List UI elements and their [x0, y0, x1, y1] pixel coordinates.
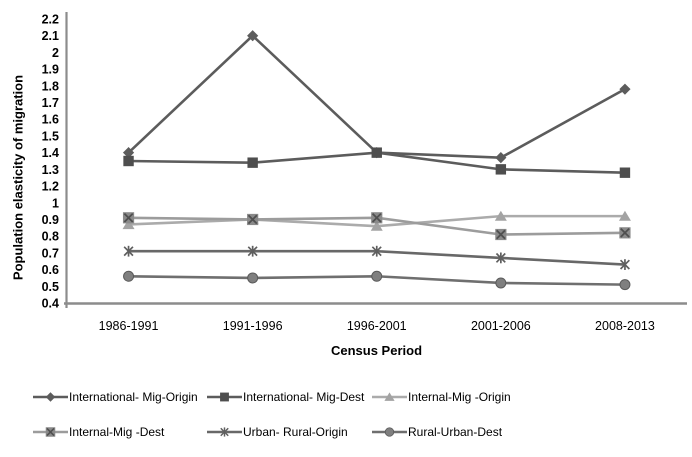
circle-marker-icon	[619, 279, 631, 291]
legend-label: Urban- Rural-Origin	[243, 425, 348, 439]
y-tick-label: 1	[52, 196, 59, 210]
triangle-marker-icon	[384, 392, 395, 401]
triangle-marker-icon	[122, 219, 135, 230]
y-tick-label: 1.9	[42, 63, 59, 77]
legend-item: International- Mig-Origin	[33, 389, 198, 405]
x-square-marker-icon	[45, 427, 56, 437]
y-tick-label: 2.2	[42, 13, 59, 27]
square-marker-icon	[220, 392, 229, 402]
circle-marker-icon	[123, 270, 135, 282]
legend-label: International- Mig-Origin	[69, 390, 198, 404]
diamond-marker-icon	[122, 147, 135, 159]
x-category-label: 1996-2001	[347, 319, 407, 333]
diamond-marker-icon	[247, 30, 259, 42]
legend-label: Rural-Urban-Dest	[408, 425, 503, 439]
circle-marker-icon	[495, 277, 507, 289]
legend-item: International- Mig-Dest	[207, 389, 364, 405]
y-tick-label: 0.4	[42, 297, 59, 311]
legend-key	[33, 427, 68, 437]
x-axis-title: Census Period	[330, 343, 423, 358]
legend-key	[207, 392, 242, 402]
legend-key	[33, 392, 68, 402]
y-tick-label: 0.8	[42, 230, 59, 244]
y-tick-label: 0.9	[42, 213, 59, 227]
y-tick-label: 0.6	[42, 263, 59, 277]
asterisk-marker-icon	[495, 252, 506, 264]
diamond-marker-icon	[495, 152, 507, 164]
series-4	[122, 212, 631, 241]
x-square-marker-icon	[122, 212, 135, 224]
series-6	[123, 270, 631, 291]
x-category-label: 2008-2013	[595, 319, 655, 333]
asterisk-marker-icon	[371, 245, 382, 257]
x-category-label: 1991-1996	[223, 319, 283, 333]
x-square-marker-icon	[247, 213, 259, 226]
asterisk-marker-icon	[247, 245, 258, 257]
series-5	[123, 245, 630, 270]
legend-item: Urban- Rural-Origin	[207, 424, 348, 440]
legend-item: Internal-Mig -Origin	[372, 389, 511, 405]
triangle-marker-icon	[494, 210, 507, 221]
triangle-marker-icon	[618, 210, 631, 221]
legend-key	[372, 392, 407, 401]
triangle-marker-icon	[370, 220, 383, 231]
square-marker-icon	[619, 167, 631, 178]
x-square-marker-icon	[619, 227, 631, 239]
y-tick-label: 0.7	[42, 246, 59, 260]
asterisk-marker-icon	[220, 427, 229, 437]
y-tick-label: 2	[52, 46, 59, 60]
y-tick-label: 2.1	[42, 29, 59, 43]
square-marker-icon	[123, 155, 134, 167]
series-line	[127, 33, 626, 159]
y-tick-label: 1.8	[42, 79, 59, 93]
diamond-marker-icon	[619, 83, 631, 95]
legend-label: Internal-Mig -Dest	[69, 425, 165, 439]
circle-marker-icon	[247, 272, 259, 284]
legend-key	[372, 427, 407, 437]
series-2	[123, 147, 631, 178]
y-tick-label: 0.5	[42, 280, 59, 294]
square-marker-icon	[247, 157, 258, 168]
legend-item: Rural-Urban-Dest	[372, 424, 502, 440]
x-category-label: 2001-2006	[471, 319, 531, 333]
x-category-label: 1986-1991	[99, 319, 159, 333]
circle-marker-icon	[384, 427, 395, 437]
diamond-marker-icon	[45, 392, 56, 402]
x-square-marker-icon	[371, 212, 383, 224]
y-tick-label: 1.6	[42, 113, 59, 127]
legend-label: Internal-Mig -Origin	[408, 390, 511, 404]
square-marker-icon	[371, 147, 382, 158]
circle-marker-icon	[371, 270, 383, 282]
y-tick-label: 1.5	[42, 129, 59, 143]
y-tick-label: 1.4	[42, 146, 59, 160]
plot-area: 2.2 2.1 2 1.9 1.8 1.7 1.6 1.5 1.4 1.3 1.2 1 0.9 0.8 0.…	[42, 12, 687, 333]
legend-key	[207, 427, 242, 437]
legend-label: International- Mig-Dest	[243, 390, 365, 404]
y-tick-label: 1.3	[42, 163, 59, 177]
asterisk-marker-icon	[619, 259, 630, 270]
y-tick-label: 1.2	[42, 180, 59, 194]
series-1	[122, 30, 631, 164]
asterisk-marker-icon	[123, 245, 134, 257]
square-marker-icon	[495, 164, 507, 175]
x-square-marker-icon	[495, 228, 507, 241]
legend-item: Internal-Mig -Dest	[33, 424, 164, 440]
y-tick-label: 1.7	[42, 96, 59, 110]
